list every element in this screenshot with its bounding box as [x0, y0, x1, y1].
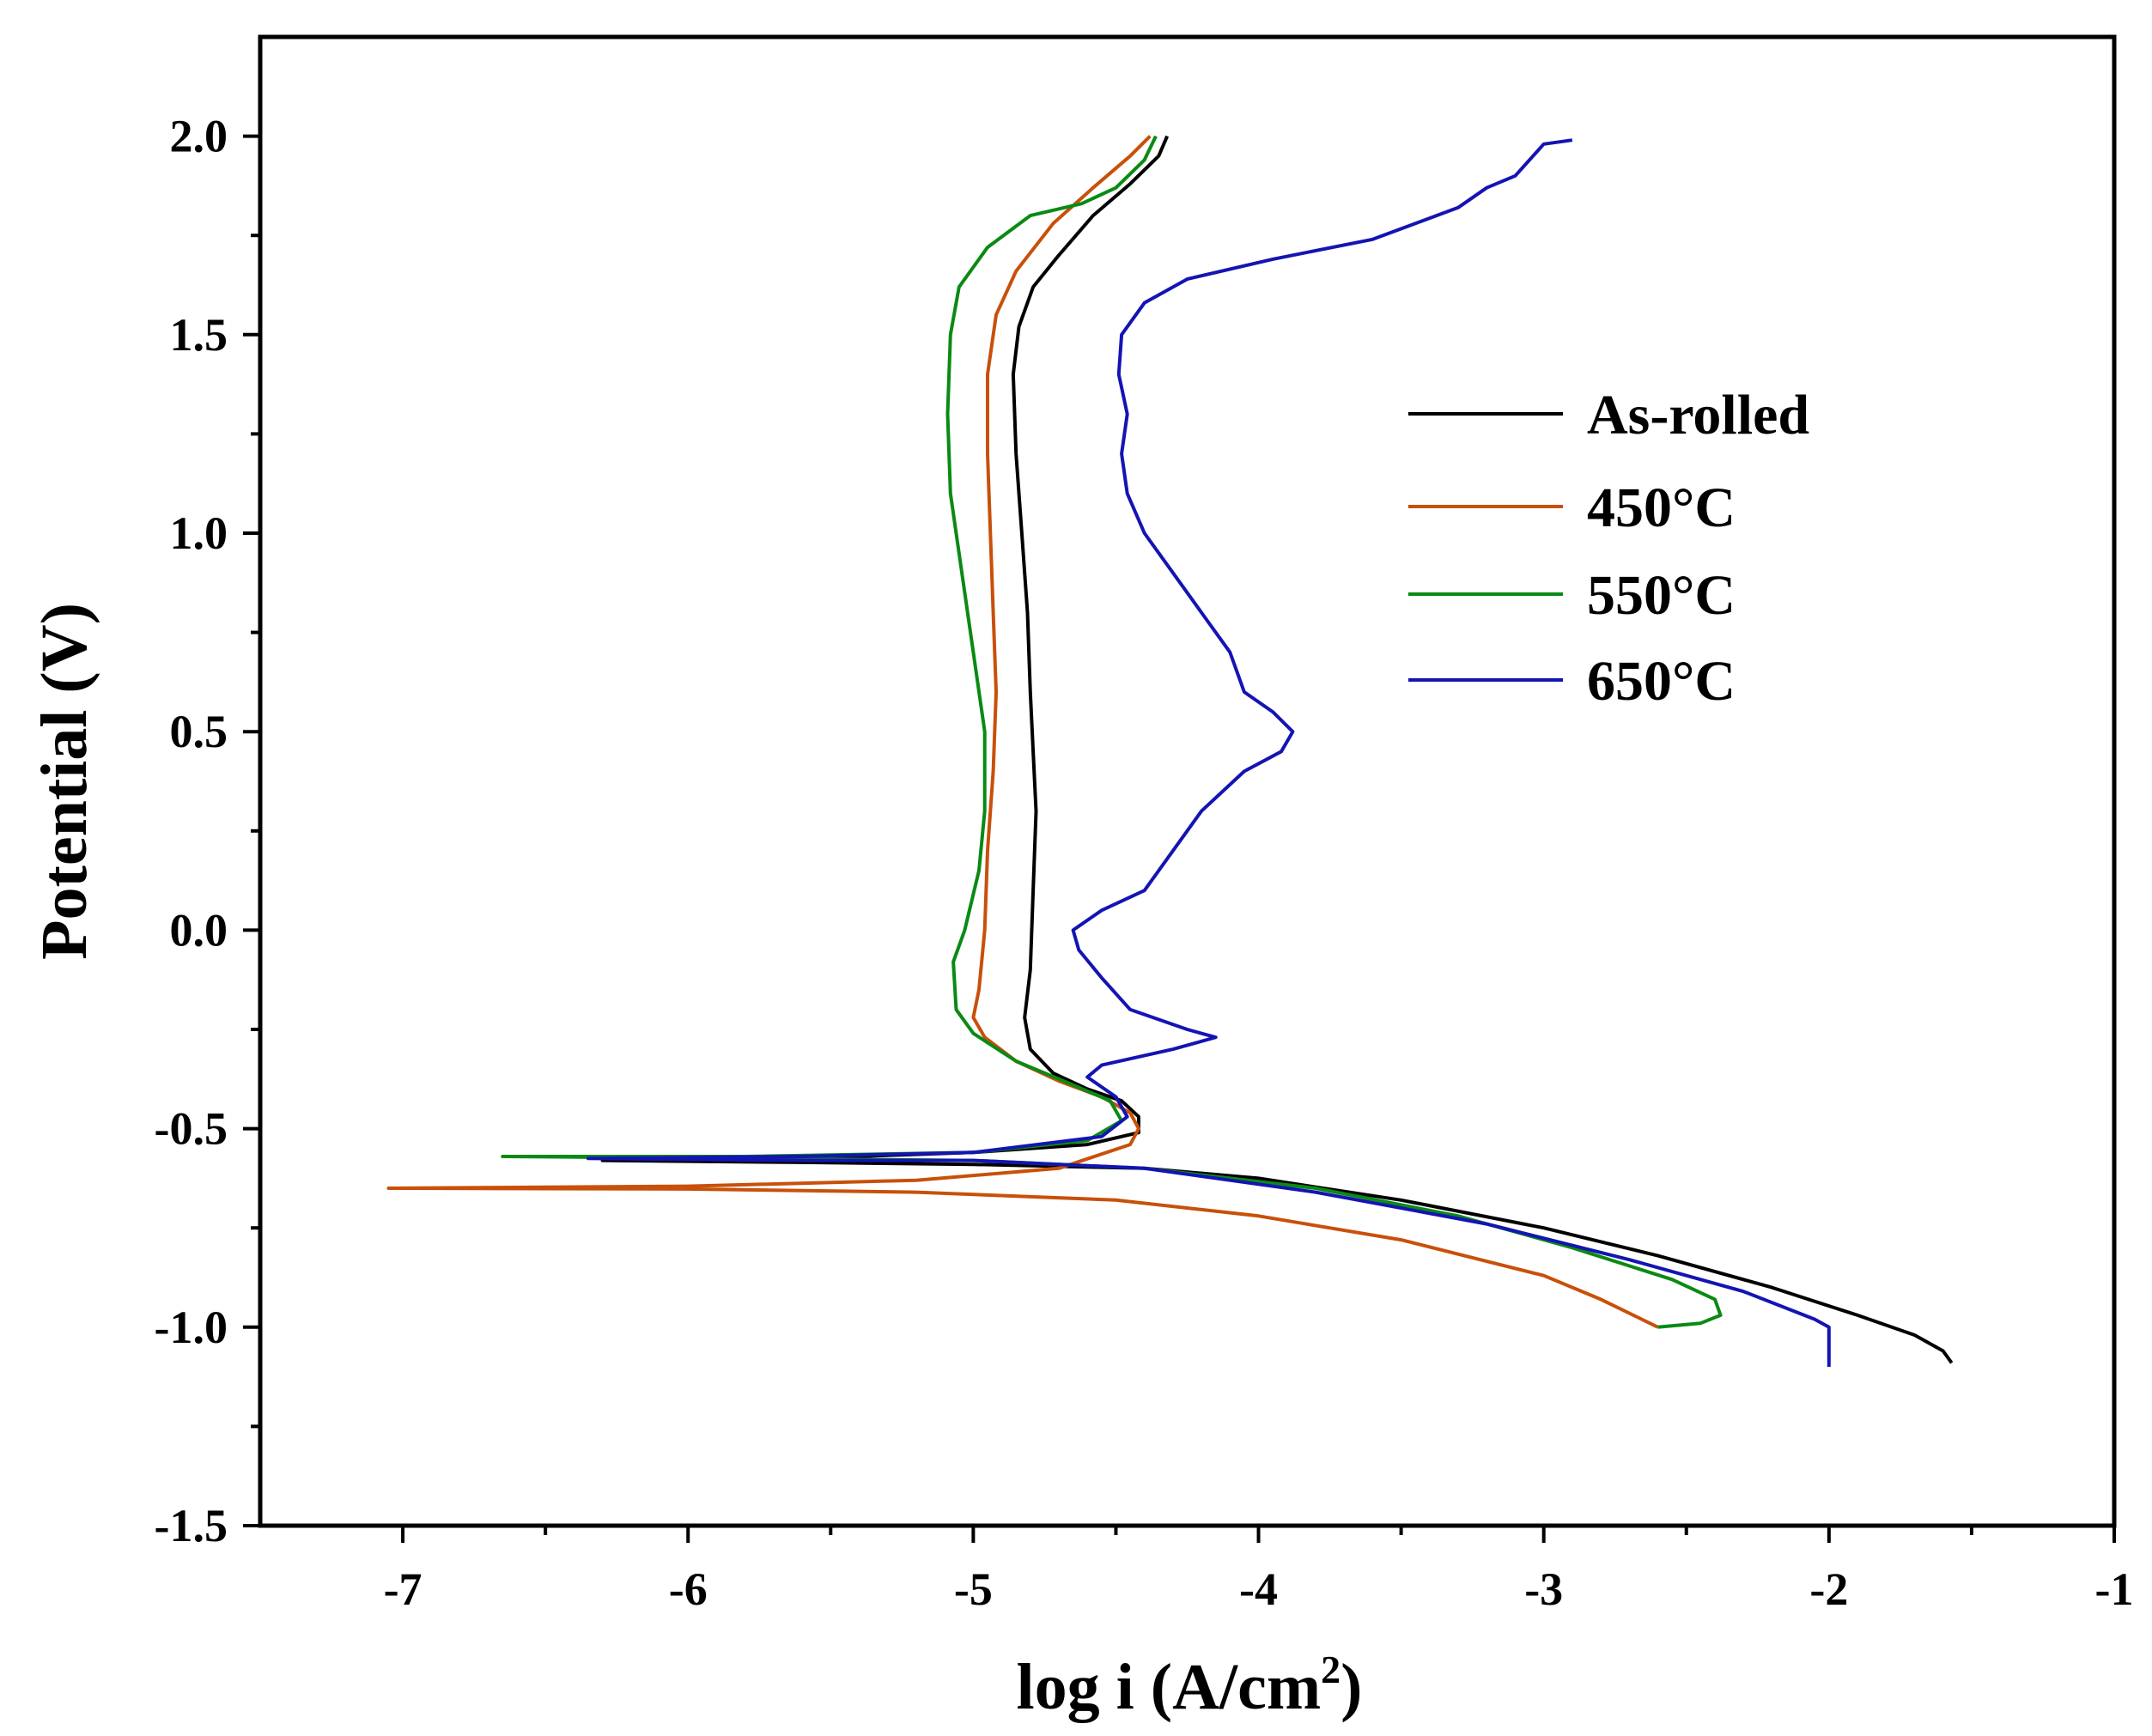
x-tick-label: -1 — [2095, 1563, 2134, 1615]
y-tick-label: 1.5 — [170, 309, 228, 361]
legend-label-550: 550°C — [1587, 564, 1736, 627]
legend-label-450: 450°C — [1587, 476, 1736, 539]
x-tick-label: -4 — [1239, 1563, 1278, 1615]
legend-label-as-rolled: As-rolled — [1587, 384, 1809, 446]
series-line-550-c — [501, 135, 1723, 1329]
y-axis-title: Potential (V) — [28, 603, 100, 960]
x-tick-label: -2 — [1809, 1563, 1848, 1615]
x-axis-title-close: ) — [1340, 1651, 1362, 1723]
series-line-650-c — [587, 138, 1831, 1367]
legend-label-650: 650°C — [1587, 650, 1736, 713]
y-tick-label: 0.5 — [170, 706, 228, 757]
y-tick-label: 0.0 — [170, 904, 228, 956]
x-tick-label: -5 — [954, 1563, 993, 1615]
series-layer — [386, 135, 1954, 1367]
y-tick-label: 2.0 — [170, 111, 228, 162]
x-tick-label: -6 — [669, 1563, 708, 1615]
x-axis-title-superscript: 2 — [1321, 1648, 1340, 1691]
plot-frame — [258, 34, 2117, 1528]
series-line-as-rolled — [600, 135, 1954, 1364]
legend: As-rolled 450°C 550°C 650°C — [1408, 384, 1809, 713]
x-axis-title: log i (A/cm2) — [1017, 1648, 1363, 1723]
y-tick-label: -1.5 — [155, 1500, 228, 1551]
ticks-layer: -7 -6 -5 -4 -3 -2 -1 -1.5 -1.0 -0.5 0.0 0.5 1.0 1.5 2.… — [155, 111, 2134, 1615]
x-tick-label: -7 — [384, 1563, 422, 1615]
y-tick-label: 1.0 — [170, 507, 228, 559]
x-axis-title-main: log i (A/cm — [1017, 1651, 1322, 1723]
y-tick-label: -1.0 — [155, 1302, 228, 1353]
x-tick-label: -3 — [1524, 1563, 1563, 1615]
y-tick-label: -0.5 — [155, 1103, 228, 1155]
